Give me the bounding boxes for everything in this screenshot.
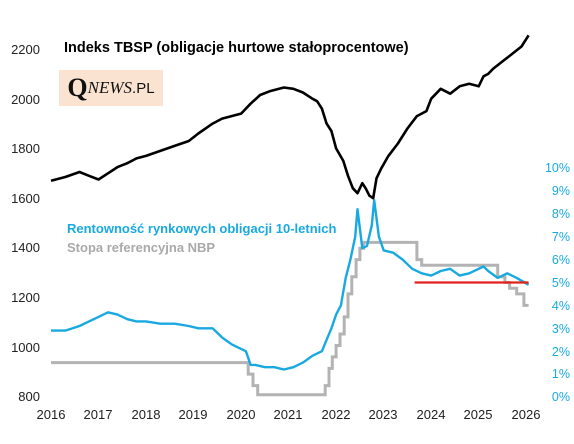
right-tick-label: 3% <box>552 322 570 336</box>
x-tick-label: 2022 <box>322 407 351 422</box>
qnews-logo: Q NEWS .PL <box>59 70 163 106</box>
x-tick-label: 2017 <box>84 407 113 422</box>
series-line-reference-rate <box>51 240 529 397</box>
legend-rate: Stopa referencyjna NBP <box>67 240 215 255</box>
left-tick-label: 800 <box>18 389 40 404</box>
logo-news: NEWS <box>87 78 133 97</box>
left-tick-label: 1600 <box>11 191 40 206</box>
x-tick-label: 2021 <box>274 407 303 422</box>
x-axis-ticks: 2016 2017 2018 2019 2020 2021 2022 2023 … <box>37 407 541 422</box>
right-tick-label: 9% <box>552 184 570 198</box>
x-tick-label: 2024 <box>417 407 446 422</box>
right-tick-label: 4% <box>552 299 570 313</box>
right-tick-label: 2% <box>552 345 570 359</box>
series-line-bond-yield <box>51 198 530 371</box>
right-tick-label: 6% <box>552 253 570 267</box>
left-tick-label: 1800 <box>11 141 40 156</box>
series-line-tbsp-index <box>50 34 530 200</box>
left-tick-label: 1000 <box>11 340 40 355</box>
left-axis-ticks: 800 1000 1200 1400 1600 1800 2000 2200 <box>11 42 40 404</box>
left-tick-label: 2200 <box>11 42 40 57</box>
x-tick-label: 2020 <box>227 407 256 422</box>
right-tick-label: 0% <box>552 390 570 404</box>
x-tick-label: 2026 <box>512 407 541 422</box>
right-axis-ticks: 0% 1% 2% 3% 4% 5% 6% 7% 8% 9% 10% <box>545 161 570 404</box>
x-tick-label: 2016 <box>37 407 66 422</box>
x-tick-label: 2025 <box>464 407 493 422</box>
right-tick-label: 8% <box>552 207 570 221</box>
legend-yield: Rentowność rynkowych obligacji 10-letnic… <box>67 221 337 236</box>
logo-pl: .PL <box>132 79 155 97</box>
x-tick-label: 2018 <box>132 407 161 422</box>
left-tick-label: 2000 <box>11 92 40 107</box>
right-tick-label: 5% <box>552 276 570 290</box>
right-tick-label: 10% <box>545 161 570 175</box>
right-tick-label: 7% <box>552 230 570 244</box>
left-tick-label: 1400 <box>11 240 40 255</box>
x-tick-label: 2019 <box>179 407 208 422</box>
logo-letter-q: Q <box>67 73 88 102</box>
x-tick-label: 2023 <box>369 407 398 422</box>
chart-title: Indeks TBSP (obligacje hurtowe stałoproc… <box>64 40 409 56</box>
right-tick-label: 1% <box>552 367 570 381</box>
left-tick-label: 1200 <box>11 290 40 305</box>
